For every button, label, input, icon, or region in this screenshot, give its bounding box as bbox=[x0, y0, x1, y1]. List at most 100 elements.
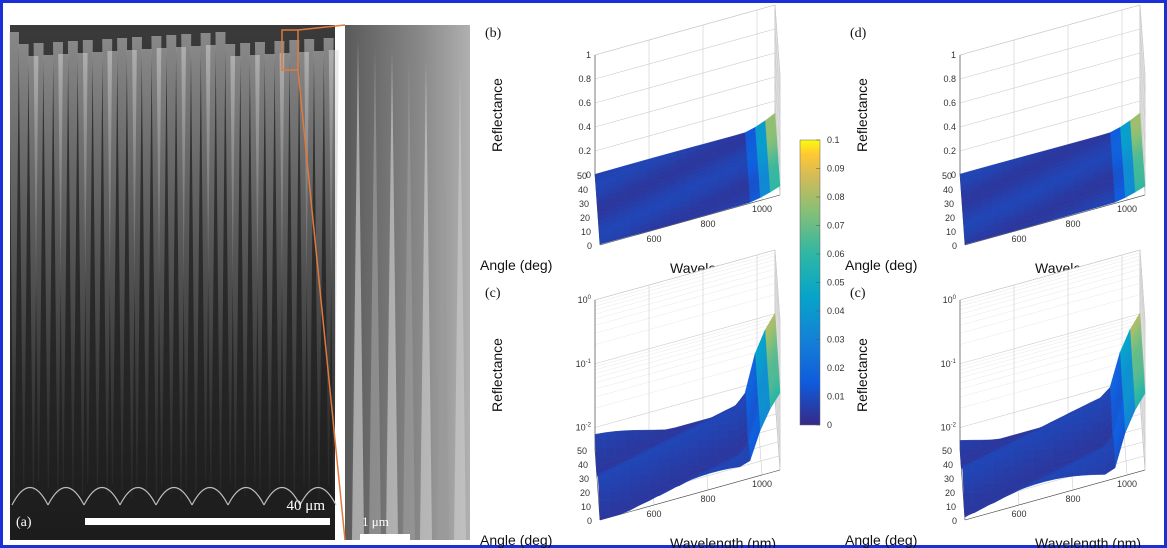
plot: 10-210-1100600800100050403020100(c)Refle… bbox=[845, 249, 1146, 548]
scale-bar-label: 40 μm bbox=[287, 498, 326, 514]
surface-cell bbox=[687, 447, 698, 457]
zoom-box bbox=[281, 29, 299, 71]
colorbar-tick-label: 0.02 bbox=[827, 363, 845, 373]
grid-line bbox=[959, 377, 1141, 428]
minor-grid-line bbox=[959, 268, 1141, 320]
minor-grid-line bbox=[594, 323, 776, 374]
minor-grid-line bbox=[959, 319, 1141, 371]
z-axis-label: Reflectance bbox=[854, 338, 870, 412]
wavelength-axis-label: Wavelength (nm) bbox=[670, 535, 776, 548]
z-tick-label: 0.2 bbox=[578, 146, 591, 156]
wavelength-axis bbox=[599, 469, 781, 521]
cone bbox=[132, 37, 142, 485]
surface-cell bbox=[605, 438, 616, 449]
surface-cell bbox=[598, 491, 610, 501]
z-tick-exp: -1 bbox=[951, 359, 957, 365]
cone bbox=[289, 40, 300, 498]
cone bbox=[156, 48, 167, 486]
nanostructure bbox=[369, 45, 381, 540]
angle-tick-label: 20 bbox=[580, 488, 590, 498]
z-tick-base: 10 bbox=[941, 359, 951, 369]
colorbar-tick-label: 0.06 bbox=[827, 249, 845, 259]
cone bbox=[279, 53, 290, 491]
minor-grid-line bbox=[959, 252, 1141, 304]
cone-base bbox=[155, 487, 193, 506]
angle-tick-label: 40 bbox=[943, 460, 953, 470]
panel-label: (b) bbox=[485, 26, 502, 41]
surface-cell bbox=[618, 475, 629, 484]
wavelength-tick-label: 800 bbox=[1065, 219, 1080, 229]
colorbar-tick-label: 0.08 bbox=[827, 192, 845, 202]
cone bbox=[92, 52, 103, 490]
cone bbox=[181, 34, 192, 487]
surface-cell bbox=[992, 474, 1004, 485]
surface-cell bbox=[717, 438, 728, 448]
wavelength-tick-label: 800 bbox=[700, 219, 715, 229]
surface-cell bbox=[992, 466, 1004, 476]
surface-cell bbox=[962, 476, 974, 485]
z-tick-label: 0.8 bbox=[578, 74, 591, 84]
surface-cell bbox=[982, 467, 994, 476]
cone-base bbox=[227, 487, 265, 506]
z-tick-label: 1 bbox=[586, 50, 591, 60]
cone-base bbox=[263, 487, 301, 506]
grid-line bbox=[594, 249, 776, 301]
surface-cell bbox=[964, 237, 976, 245]
z-tick-base: 10 bbox=[941, 423, 951, 433]
surface-cell bbox=[716, 422, 728, 432]
surface-cell bbox=[1061, 439, 1073, 449]
surface-cell bbox=[638, 473, 649, 484]
wavelength-axis-label: Wavelength (nm) bbox=[1035, 535, 1141, 548]
z-tick-label: 0 bbox=[586, 170, 591, 180]
surface-cell bbox=[608, 491, 620, 501]
z-tick-label: 0.8 bbox=[943, 74, 956, 84]
surface-cell bbox=[667, 448, 678, 458]
surface-cell bbox=[1094, 465, 1106, 475]
surface-cell bbox=[1091, 430, 1103, 440]
z-tick-base: 10 bbox=[943, 295, 953, 305]
surface-cell bbox=[973, 483, 984, 494]
angle-tick-label: 20 bbox=[580, 213, 590, 223]
surface-cell bbox=[1002, 474, 1014, 484]
cone bbox=[43, 55, 54, 488]
surface-cell bbox=[637, 465, 649, 475]
angle-tick-label: 0 bbox=[952, 516, 957, 526]
grid-line bbox=[959, 28, 1141, 80]
angle-tick-label: 50 bbox=[577, 446, 587, 456]
surface-cell bbox=[657, 464, 669, 475]
surface-cell bbox=[667, 456, 679, 466]
surface-cell bbox=[1012, 457, 1023, 467]
plot: 10-210-1100600800100050403020100(c)Refle… bbox=[480, 249, 781, 548]
surface-cell bbox=[667, 464, 679, 475]
grid-line bbox=[594, 52, 776, 104]
minor-grid-line bbox=[959, 332, 1141, 384]
panel-label: (c) bbox=[485, 286, 501, 301]
minor-grid-line bbox=[959, 283, 1141, 334]
surface-cell bbox=[1012, 450, 1023, 459]
angle-tick-label: 10 bbox=[946, 227, 956, 237]
cone bbox=[33, 43, 44, 481]
angle-tick-label: 30 bbox=[944, 474, 954, 484]
angle-tick-label: 10 bbox=[946, 502, 956, 512]
surface-cell bbox=[1091, 421, 1102, 431]
panel-label: (d) bbox=[850, 26, 867, 41]
angle-axis-label: Angle (deg) bbox=[845, 532, 917, 548]
surface-cell bbox=[982, 475, 994, 485]
angle-axis-label: Angle (deg) bbox=[480, 257, 552, 273]
cone-base bbox=[83, 487, 121, 506]
grid-line bbox=[594, 100, 776, 152]
minor-grid-line bbox=[959, 316, 1141, 367]
cone-base bbox=[47, 487, 85, 506]
surface-cell bbox=[1071, 430, 1083, 440]
angle-tick-label: 10 bbox=[581, 227, 591, 237]
surface-cell bbox=[992, 459, 1003, 468]
minor-grid-line bbox=[594, 319, 776, 371]
z-tick-label: 100 bbox=[578, 295, 592, 305]
wavelength-axis bbox=[964, 469, 1146, 521]
grid-line bbox=[959, 313, 1141, 365]
minor-grid-line bbox=[594, 358, 776, 409]
angle-tick-label: 50 bbox=[942, 446, 952, 456]
zoom-line bbox=[297, 24, 346, 31]
surface-cell bbox=[677, 456, 689, 466]
surface-cell bbox=[1051, 431, 1063, 441]
